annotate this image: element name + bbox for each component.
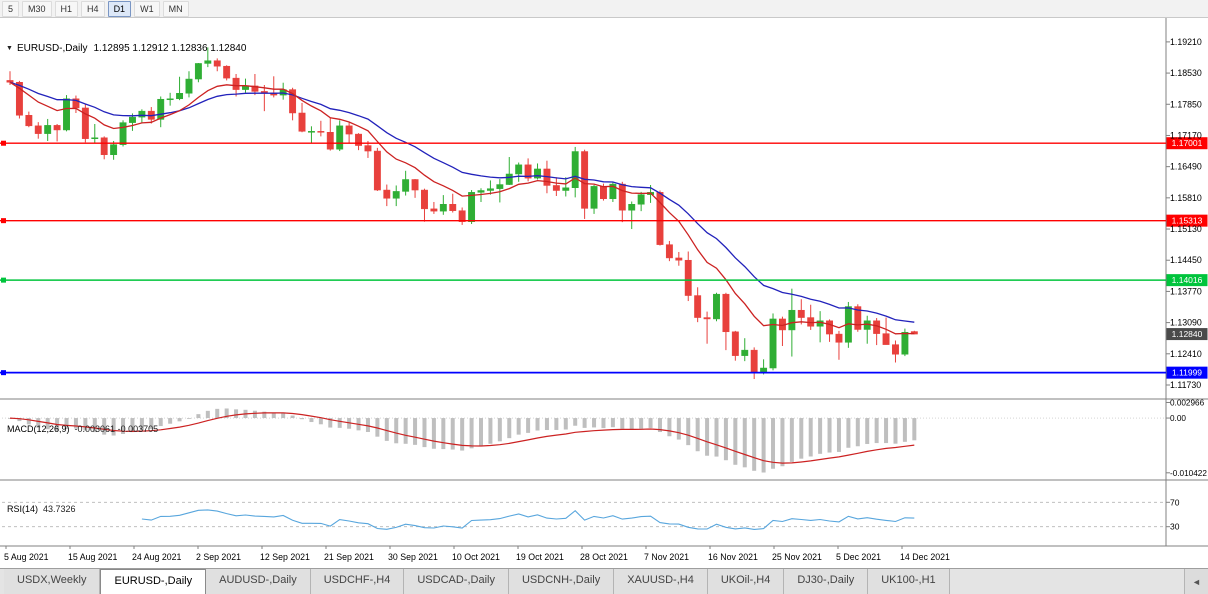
symbol-dropdown-icon[interactable]: ▼ xyxy=(6,45,13,52)
price-axis-tick: 1.17170 xyxy=(1170,130,1202,140)
price-chart-canvas[interactable]: 0.0029660.00-0.01042270301.170011.153131… xyxy=(0,18,1208,568)
macd-axis-tick: 0.00 xyxy=(1170,414,1186,423)
timeframe-button-d1[interactable]: D1 xyxy=(107,0,132,17)
moving-averages xyxy=(9,81,915,335)
date-axis-label: 14 Dec 2021 xyxy=(900,552,950,562)
rsi-axis-tick: 70 xyxy=(1170,497,1180,507)
rsi-indicator-label: RSI(14) 43.7326 xyxy=(7,504,76,514)
current-price-text: 1.12840 xyxy=(1172,329,1203,339)
hline-price-badge xyxy=(1166,366,1208,379)
date-axis-label: 19 Oct 2021 xyxy=(516,552,564,562)
price-axis-tick: 1.17850 xyxy=(1170,99,1202,109)
hline-price-text: 1.17001 xyxy=(1172,138,1203,148)
timeframe-button-5[interactable]: 5 xyxy=(2,0,20,17)
date-axis-label: 5 Dec 2021 xyxy=(836,552,881,562)
timeframe-button-w1[interactable]: W1 xyxy=(134,0,160,17)
chart-tab-usdcnh-daily[interactable]: USDCNH-,Daily xyxy=(508,569,615,594)
chart-ohlc-values: 1.12895 1.12912 1.12836 1.12840 xyxy=(93,43,247,54)
chart-frame xyxy=(0,18,1208,547)
timeframe-toolbar: 5 M30 H1 H4 D1 W1 MN xyxy=(0,0,1208,18)
timeframe-button-h4[interactable]: H4 xyxy=(81,0,105,17)
hline-handle[interactable] xyxy=(1,218,6,224)
date-axis-label: 24 Aug 2021 xyxy=(132,552,182,562)
date-axis-label: 28 Oct 2021 xyxy=(580,552,628,562)
chart-tab-xauusd-h4[interactable]: XAUUSD-,H4 xyxy=(614,569,708,594)
current-price-marker: 1.12840 xyxy=(1166,328,1208,341)
macd-name: MACD(12,26,9) xyxy=(7,424,70,434)
timeframe-button-mn[interactable]: MN xyxy=(162,0,189,17)
date-axis-label: 30 Sep 2021 xyxy=(388,552,438,562)
chart-tab-ukoil-h4[interactable]: UKOil-,H4 xyxy=(707,569,785,594)
price-axis-tick: 1.13770 xyxy=(1170,286,1202,296)
rsi-value: 43.7326 xyxy=(43,504,76,514)
macd-values: -0.003061 -0.003705 xyxy=(74,424,159,434)
chart-tab-dj30-daily[interactable]: DJ30-,Daily xyxy=(784,569,869,594)
chart-tab-uk100-h1[interactable]: UK100-,H1 xyxy=(868,569,950,594)
date-axis-label: 12 Sep 2021 xyxy=(260,552,310,562)
chart-tab-audusd-daily[interactable]: AUDUSD-,Daily xyxy=(206,569,311,594)
date-axis-label: 10 Oct 2021 xyxy=(452,552,500,562)
hline-price-text: 1.11999 xyxy=(1172,368,1202,378)
price-axis-tick: 1.11730 xyxy=(1170,380,1201,390)
macd-panel: 0.002966 0.00 -0.010422 xyxy=(2,398,1207,478)
candlestick-series xyxy=(6,47,918,380)
price-axis-tick: 1.19210 xyxy=(1170,37,1202,47)
chart-tab-eurusd-daily[interactable]: EURUSD-,Daily xyxy=(100,569,207,594)
price-axis-tick: 1.12410 xyxy=(1170,349,1202,359)
chart-tabs-bar: USDX,Weekly EURUSD-,Daily AUDUSD-,Daily USD… xyxy=(0,568,1208,594)
macd-indicator-label: MACD(12,26,9) -0.003061 -0.003705 xyxy=(7,424,158,434)
hline-handle[interactable] xyxy=(1,370,6,376)
chart-header: ▼ EURUSD-,Daily 1.12895 1.12912 1.12836 1.… xyxy=(6,43,246,54)
hline-handle[interactable] xyxy=(1,277,6,283)
price-axis[interactable]: 1.19210 1.18530 1.17850 1.17170 1.16490 1.158… xyxy=(1166,37,1202,390)
timeframe-button-m30[interactable]: M30 xyxy=(22,0,52,17)
rsi-axis-tick: 30 xyxy=(1170,522,1180,532)
date-axis-label: 7 Nov 2021 xyxy=(644,552,689,562)
time-axis[interactable]: 5 Aug 2021 15 Aug 2021 24 Aug 2021 2 Sep 20… xyxy=(4,546,950,562)
price-axis-tick: 1.13090 xyxy=(1170,318,1202,328)
price-axis-tick: 1.15810 xyxy=(1170,193,1202,203)
price-axis-tick: 1.18530 xyxy=(1170,68,1202,78)
hline-price-badge xyxy=(1166,274,1208,287)
hline-price-text: 1.14016 xyxy=(1172,275,1203,285)
tab-scroll-left-button[interactable]: ◄ xyxy=(1184,569,1208,594)
chart-tab-usdcad-daily[interactable]: USDCAD-,Daily xyxy=(404,569,509,594)
hline-price-badge xyxy=(1166,137,1208,150)
date-axis-label: 21 Sep 2021 xyxy=(324,552,374,562)
rsi-name: RSI(14) xyxy=(7,504,39,514)
price-axis-tick: 1.15130 xyxy=(1170,224,1202,234)
timeframe-button-h1[interactable]: H1 xyxy=(54,0,79,17)
chart-tab-usdchf-h4[interactable]: USDCHF-,H4 xyxy=(310,569,405,594)
date-axis-label: 15 Aug 2021 xyxy=(68,552,118,562)
rsi-panel: 70 30 xyxy=(2,497,1180,532)
date-axis-label: 25 Nov 2021 xyxy=(772,552,822,562)
chart-tab-usdx-weekly[interactable]: USDX,Weekly xyxy=(4,569,101,594)
date-axis-label: 2 Sep 2021 xyxy=(196,552,241,562)
price-axis-tick: 1.16490 xyxy=(1170,162,1202,172)
price-axis-tick: 1.14450 xyxy=(1170,255,1202,265)
macd-axis-tick: 0.002966 xyxy=(1170,398,1205,407)
date-axis-label: 16 Nov 2021 xyxy=(708,552,758,562)
hline-handle[interactable] xyxy=(1,140,6,146)
hline-price-badge xyxy=(1166,214,1208,227)
hline-price-text: 1.15313 xyxy=(1172,216,1203,226)
chart-window[interactable]: 0.002966 0.00 -0.010422 70 30 1.17001 1.15313 1… xyxy=(0,18,1208,568)
horizontal-line-objects[interactable]: 1.17001 1.15313 1.14016 1.11999 xyxy=(0,137,1208,379)
date-axis-label: 5 Aug 2021 xyxy=(4,552,49,562)
macd-axis-tick: -0.010422 xyxy=(1170,469,1207,478)
chart-symbol-label: EURUSD-,Daily xyxy=(16,43,88,54)
